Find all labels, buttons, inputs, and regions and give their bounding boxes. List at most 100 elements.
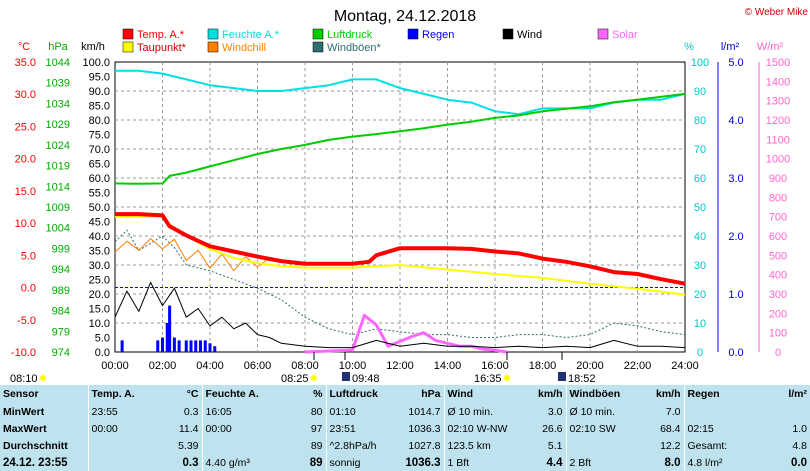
- y-tick-label: 90.0: [89, 86, 110, 98]
- table-cell: 3.0: [547, 405, 563, 418]
- table-cell: Luftdruck: [325, 385, 388, 403]
- table-cell: 4.40 g/m³: [201, 454, 270, 471]
- x-tick-label: 20:00: [576, 360, 604, 372]
- table-cell: 01:10: [325, 403, 388, 420]
- y-tick-label: 700: [769, 212, 787, 224]
- rain-bar: [161, 337, 164, 352]
- sunset-label: 16:35: [474, 373, 502, 385]
- table-cell: 1.0: [792, 422, 807, 435]
- table-cell: Wind: [443, 385, 510, 403]
- left-time-label: 08:10: [10, 373, 38, 385]
- table-cell: 16:05: [201, 403, 270, 420]
- credit: © Weber Mike: [745, 7, 809, 18]
- table-cell: 0.3: [182, 456, 199, 469]
- y-tick-label: 1014: [46, 181, 70, 193]
- y-tick-label: 900: [769, 173, 787, 185]
- y-tick-label: 30.0: [15, 89, 36, 101]
- axis-unit: W/m²: [757, 41, 784, 53]
- y-tick-label: 0: [697, 347, 703, 359]
- table-cell: %: [313, 388, 323, 400]
- y-tick-label: 1100: [766, 134, 790, 146]
- axis-unit: l/m²: [721, 41, 740, 53]
- legend-label: Temp. A.*: [137, 29, 185, 41]
- table-cell: 24.12. 23:55: [3, 456, 68, 469]
- y-tick-label: 100: [769, 328, 787, 340]
- table-row: Durchschnitt 5.39 89 ^2.8hPa/h 1027.8 123.5 k…: [0, 437, 810, 454]
- x-tick-label: 24:00: [671, 360, 699, 372]
- y-tick-label: -5.0: [17, 315, 36, 327]
- table-cell: hPa: [421, 388, 441, 400]
- rain-bar: [199, 340, 202, 352]
- y-tick-label: 65.0: [89, 159, 110, 171]
- table-cell: 0.0: [791, 456, 807, 469]
- y-tick-label: 0.0: [728, 347, 743, 359]
- table-row: MinWert 23:55 0.3 16:05 80 01:10 1014.7 Ø 10 mi…: [0, 403, 810, 420]
- y-tick-label: 40: [694, 231, 706, 243]
- table-cell: 2 Bft: [565, 454, 628, 471]
- series-line-wind: [114, 281, 686, 349]
- table-cell: Ø 10 min.: [443, 403, 510, 420]
- table-cell: 4.8 l/m²: [683, 454, 752, 471]
- y-tick-label: 10: [694, 318, 706, 330]
- table-row: 24.12. 23:55 0.3 4.40 g/m³ 89 sonnig 1036.3 1 …: [0, 454, 810, 471]
- table-cell: 97: [310, 422, 323, 435]
- rain-bar: [177, 340, 181, 352]
- table-cell: sonnig: [325, 454, 388, 471]
- rain-bar: [120, 340, 124, 352]
- y-tick-label: 1500: [766, 57, 790, 69]
- y-tick-label: 600: [769, 231, 787, 243]
- y-tick-label: 984: [52, 306, 70, 318]
- y-tick-label: 400: [769, 270, 787, 282]
- table-cell: MaxWert: [3, 422, 47, 435]
- y-tick-label: 15.0: [15, 186, 36, 198]
- axis-unit: hPa: [48, 41, 68, 53]
- legend-swatch: [122, 28, 134, 40]
- y-tick-label: 30.0: [89, 260, 110, 272]
- y-tick-label: 2.0: [728, 231, 743, 243]
- table-cell: Sensor: [3, 388, 39, 400]
- legend-label: Wind: [517, 29, 542, 41]
- y-tick-label: 200: [769, 308, 787, 320]
- y-tick-label: 1039: [46, 78, 70, 90]
- y-tick-label: 979: [52, 326, 70, 338]
- y-tick-label: 35.0: [15, 57, 36, 69]
- table-cell: 5.39: [178, 439, 199, 452]
- moon-left-label: 09:48: [352, 373, 380, 385]
- y-tick-label: 15.0: [89, 304, 110, 316]
- table-cell: 89: [309, 456, 323, 469]
- y-tick-label: 60.0: [89, 173, 110, 185]
- x-tick-label: 16:00: [481, 360, 509, 372]
- legend-swatch: [312, 41, 324, 53]
- y-tick-label: 999: [52, 243, 70, 255]
- legend-label: Windböen*: [327, 42, 382, 54]
- x-tick-label: 08:00: [291, 360, 319, 372]
- table-cell: l/m²: [788, 388, 807, 400]
- table-cell: 02:10 SW: [565, 420, 628, 437]
- legend-swatch: [502, 28, 514, 40]
- y-tick-label: 40.0: [89, 231, 110, 243]
- table-cell: km/h: [537, 388, 563, 400]
- y-tick-label: 1400: [766, 76, 790, 88]
- table-cell: 12.2: [660, 439, 681, 452]
- y-tick-label: 300: [769, 289, 787, 301]
- y-tick-label: 20.0: [15, 154, 36, 166]
- y-tick-label: 1034: [46, 98, 70, 110]
- table-cell: 26.6: [542, 422, 563, 435]
- table-cell: 02:10 W-NW: [443, 420, 510, 437]
- rain-bar: [156, 340, 160, 352]
- y-tick-label: 35.0: [89, 246, 110, 258]
- sunset-icon: [504, 375, 510, 381]
- sunrise-label: 08:25: [281, 373, 309, 385]
- series-line-solar: [304, 313, 508, 354]
- table-cell: [87, 454, 150, 471]
- y-tick-label: 989: [52, 285, 70, 297]
- x-tick-label: 00:00: [101, 360, 129, 372]
- table-cell: [683, 403, 752, 420]
- x-tick-label: 02:00: [149, 360, 177, 372]
- axis-unit: °C: [18, 41, 30, 53]
- y-tick-label: 1044: [46, 57, 70, 69]
- y-tick-label: 55.0: [89, 188, 110, 200]
- table-cell: 5.1: [547, 439, 563, 452]
- legend-label: Regen: [422, 29, 454, 41]
- y-tick-label: 25.0: [89, 275, 110, 287]
